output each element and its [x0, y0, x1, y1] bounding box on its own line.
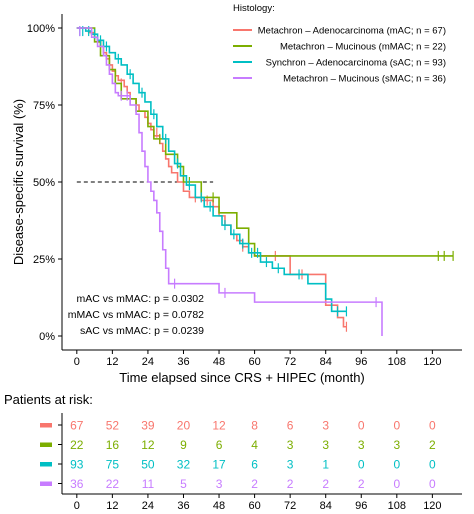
risk-row-swatch [40, 442, 52, 447]
risk-count: 0 [429, 419, 436, 433]
risk-count: 9 [180, 438, 187, 452]
x-axis-title: Time elapsed since CRS + HIPEC (month) [119, 370, 365, 385]
risk-x-tick-label: 24 [142, 500, 154, 512]
risk-x-tick-label: 48 [213, 500, 225, 512]
risk-count: 36 [70, 477, 84, 491]
risk-count: 3 [287, 458, 294, 472]
p-value-annotation: sAC vs mMAC: p = 0.0239 [80, 325, 204, 337]
y-tick-label: 75% [33, 100, 55, 112]
plot-area: mAC vs mMAC: p = 0.0302 mMAC vs mMAC: p =… [68, 26, 454, 337]
risk-x-tick-label: 0 [74, 500, 80, 512]
risk-count: 2 [322, 477, 329, 491]
risk-count: 3 [322, 438, 329, 452]
risk-count: 0 [429, 477, 436, 491]
y-tick-label: 25% [33, 254, 55, 266]
risk-row-swatch [40, 462, 52, 467]
risk-count: 1 [322, 458, 329, 472]
survival-curve-3 [76, 27, 383, 336]
risk-table-title: Patients at risk: [4, 392, 93, 407]
risk-count: 93 [70, 458, 84, 472]
risk-count: 0 [358, 419, 365, 433]
risk-count: 2 [429, 438, 436, 452]
risk-x-tick-label: 84 [320, 500, 332, 512]
y-tick-label: 100% [27, 23, 55, 35]
x-tick-label: 84 [320, 356, 332, 368]
risk-count: 5 [180, 477, 187, 491]
x-tick-label: 24 [142, 356, 154, 368]
x-tick-label: 120 [423, 356, 441, 368]
risk-table: Patients at risk:67 52 39 20 12 8 6 3 0 0 022 16 12 9… [4, 392, 462, 512]
risk-x-tick-label: 108 [388, 500, 406, 512]
risk-x-tick-label: 120 [423, 500, 441, 512]
risk-row-swatch [40, 423, 52, 428]
risk-count: 75 [106, 458, 120, 472]
risk-count: 6 [287, 419, 294, 433]
risk-count: 16 [106, 438, 120, 452]
risk-count: 2 [251, 477, 258, 491]
legend-label: Metachron – Mucinous (sMAC; n = 36) [283, 74, 446, 85]
risk-count: 3 [358, 438, 365, 452]
risk-count: 0 [393, 419, 400, 433]
risk-count: 20 [177, 419, 191, 433]
x-tick-label: 72 [284, 356, 296, 368]
risk-count: 17 [212, 458, 226, 472]
y-axis-title: Disease-specific survival (%) [11, 99, 26, 265]
risk-count: 0 [429, 458, 436, 472]
risk-count: 11 [142, 477, 155, 491]
x-tick-label: 36 [177, 356, 189, 368]
x-tick-label: 60 [248, 356, 260, 368]
y-tick-label: 50% [33, 177, 55, 189]
axes: 0 12 24 36 48 60 72 84 96 108 120 0% 25% 50% 75% 100% Ti… [11, 14, 462, 385]
legend: Histology: Metachron – Adenocarcinoma (mA… [233, 3, 446, 85]
risk-row-swatch [40, 481, 52, 486]
y-tick-label: 0% [39, 331, 55, 343]
x-tick-label: 12 [106, 356, 118, 368]
risk-count: 3 [393, 438, 400, 452]
risk-x-tick-label: 60 [248, 500, 260, 512]
risk-x-tick-label: 36 [177, 500, 189, 512]
legend-label: Metachron – Adenocarcinoma (mAC; n = 67) [258, 26, 446, 37]
p-value-annotation: mAC vs mMAC: p = 0.0302 [76, 293, 204, 305]
risk-count: 0 [393, 477, 400, 491]
risk-x-tick-label: 12 [106, 500, 118, 512]
risk-count: 22 [70, 438, 84, 452]
risk-count: 2 [358, 477, 365, 491]
risk-count: 52 [106, 419, 120, 433]
x-tick-label: 96 [355, 356, 367, 368]
risk-count: 39 [141, 419, 155, 433]
risk-count: 12 [141, 438, 155, 452]
risk-count: 67 [70, 419, 84, 433]
risk-count: 3 [216, 477, 223, 491]
legend-title: Histology: [233, 3, 275, 14]
risk-count: 3 [287, 438, 294, 452]
risk-count: 6 [216, 438, 223, 452]
risk-count: 12 [212, 419, 226, 433]
risk-count: 22 [106, 477, 120, 491]
risk-count: 0 [393, 458, 400, 472]
risk-count: 3 [322, 419, 329, 433]
risk-count: 0 [358, 458, 365, 472]
legend-label: Metachron – Mucinous (mMAC; n = 22) [280, 42, 446, 53]
x-tick-label: 48 [213, 356, 225, 368]
risk-count: 50 [141, 458, 155, 472]
risk-count: 6 [251, 458, 258, 472]
risk-x-tick-label: 72 [284, 500, 296, 512]
risk-count: 4 [251, 438, 258, 452]
risk-count: 8 [251, 419, 258, 433]
risk-count: 32 [177, 458, 191, 472]
risk-x-tick-label: 96 [355, 500, 367, 512]
x-tick-label: 108 [388, 356, 406, 368]
legend-label: Synchron – Adenocarcinoma (sAC; n = 93) [266, 58, 446, 69]
p-value-annotation: mMAC vs mMAC: p = 0.0782 [68, 309, 204, 321]
x-tick-label: 0 [74, 356, 80, 368]
risk-count: 2 [287, 477, 294, 491]
survival-curve-2 [76, 27, 347, 313]
